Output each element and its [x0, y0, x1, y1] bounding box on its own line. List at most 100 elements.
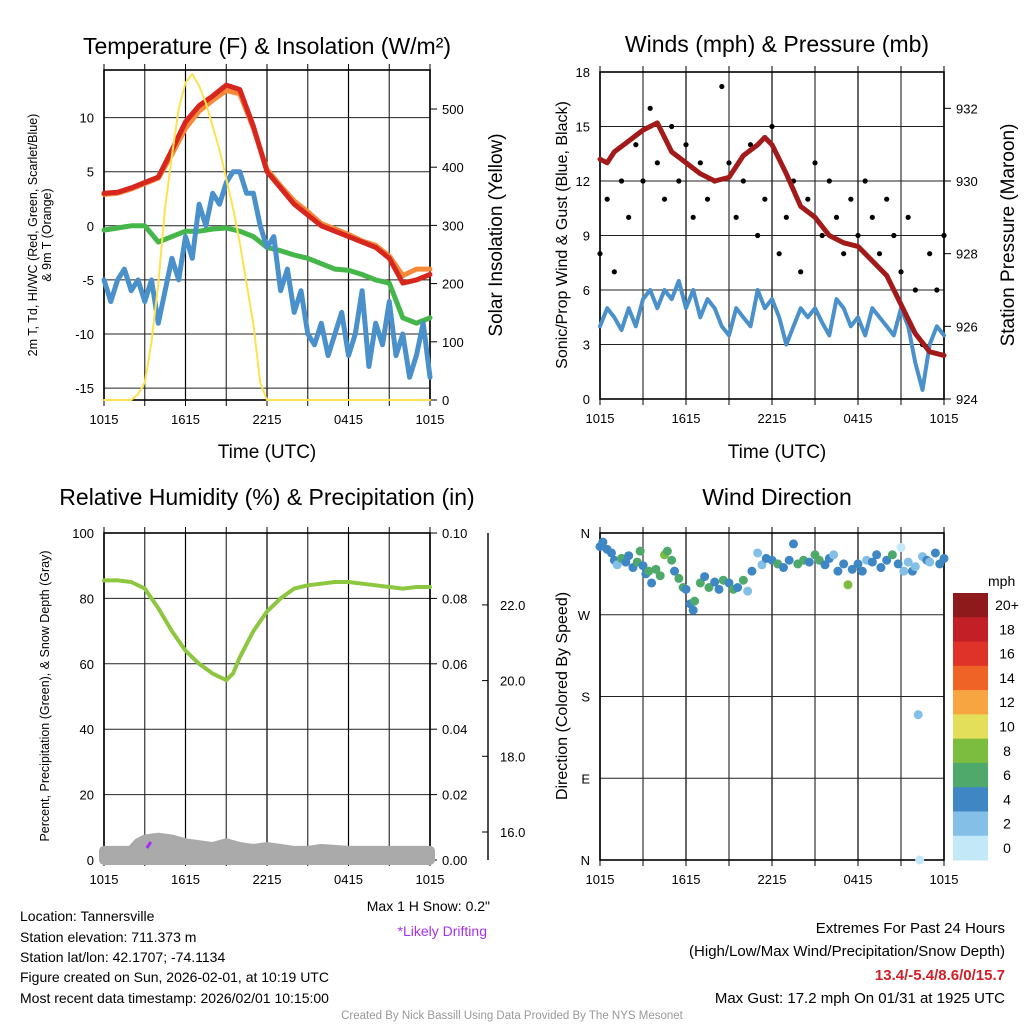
rh-y-tick-label: 0 [87, 853, 94, 868]
direction-point [876, 563, 886, 573]
temp-ylabel: 2m T, Td, HI/WC (Red, Green, Scarlet/Blu… [26, 114, 40, 357]
direction-point [930, 548, 940, 558]
wind-y-tick-label: 15 [576, 120, 590, 135]
elevation-text: Station elevation: 711.373 m [20, 929, 196, 945]
gust-point [891, 232, 897, 239]
direction-point [757, 560, 767, 570]
direction-point [887, 550, 897, 560]
direction-point [903, 557, 913, 567]
rh-y2-tick-label: 0.02 [442, 788, 467, 803]
direction-point [882, 555, 892, 565]
temp-y2-tick-label: 0 [442, 393, 449, 408]
max-snow-label: Max 1 H Snow: 0.2" [367, 898, 490, 914]
colorbar-label: 10 [999, 719, 1015, 735]
extremes-block: Extremes For Past 24 Hours (High/Low/Max… [689, 920, 1005, 1007]
direction-point [833, 566, 843, 576]
direction-point [644, 566, 654, 576]
recent-timestamp-text: Most recent data timestamp: 2026/02/01 1… [20, 990, 329, 1006]
direction-point [612, 560, 622, 570]
gust-point [833, 214, 840, 220]
direction-point [743, 586, 753, 596]
direction-point [747, 566, 757, 576]
rh-ylabel: Percent, Precipitation (Green), & Snow D… [38, 550, 52, 841]
gust-point [783, 214, 789, 220]
wind-y2-tick-label: 932 [956, 101, 978, 116]
gust-point [740, 178, 746, 184]
direction-point [655, 571, 665, 581]
wind-ylabel: Sonic/Prop Wind & Gust (Blue, Black) [554, 101, 571, 369]
temp-chart-title: Temperature (F) & Insolation (W/m²) [83, 33, 451, 59]
direction-point [853, 559, 863, 569]
temp-y2-tick-label: 200 [442, 277, 464, 292]
temp-y-tick-label: 5 [87, 165, 94, 180]
rh-y-tick-label: 40 [80, 722, 94, 737]
gust-point [669, 123, 675, 130]
wind-series-wind [598, 278, 946, 392]
direction-point [714, 584, 724, 594]
rh-y-tick-label: 60 [80, 657, 94, 672]
rh-chart-title: Relative Humidity (%) & Precipitation (i… [59, 484, 474, 510]
rh-y2-tick-label: 0.04 [442, 722, 467, 737]
colorbar-label: 16 [999, 646, 1015, 662]
snow-depth-tick-label: 22.0 [500, 598, 525, 613]
direction-point [738, 575, 748, 585]
temp-y2-tick-label: 100 [442, 335, 464, 350]
gust-point [855, 232, 861, 239]
temp-y-tick-label: 0 [87, 219, 94, 234]
dir-y-tick-label: N [581, 526, 590, 541]
credit-text: Created By Nick Bassill Using Data Provi… [341, 1010, 684, 1022]
rh-x-tick-label: 2215 [253, 872, 282, 887]
direction-point [804, 557, 814, 567]
colorbar-label: 12 [999, 694, 1015, 710]
direction-point [872, 550, 882, 560]
gust-point [726, 160, 732, 166]
gust-point [876, 251, 883, 257]
colorbar-swatch [953, 665, 988, 691]
gust-point [647, 105, 653, 111]
direction-point [700, 572, 710, 582]
rh-x-tick-label: 1015 [90, 872, 119, 887]
rh-y2-tick-label: 0.10 [442, 526, 467, 541]
gust-point [884, 196, 890, 202]
drifting-mark [145, 841, 153, 849]
gust-point [848, 196, 854, 202]
gust-point [683, 142, 689, 148]
speed-colorbar: mph 20+ 18 16 14 12 10 8 6 4 2 0 [953, 573, 1019, 861]
gust-point [719, 83, 725, 90]
temp-y2label: Solar Insolation (Yellow) [486, 133, 507, 336]
temp-y-tick-label: -15 [75, 381, 94, 396]
temp-series-solar-insolation [103, 73, 431, 401]
gust-point [597, 251, 603, 257]
rh-y2-tick-label: 0.06 [442, 657, 467, 672]
wind-x-tick-label: 0415 [844, 411, 873, 426]
temp-series [101, 73, 433, 401]
colorbar-label: 8 [1003, 743, 1011, 759]
direction-point [606, 548, 616, 558]
direction-point [724, 578, 734, 588]
colorbar-swatch [953, 811, 988, 837]
dir-x-tick-label: 0415 [844, 872, 873, 887]
direction-point [867, 557, 877, 567]
rh-series-relative-humidity [102, 578, 432, 683]
direction-point [913, 710, 923, 720]
wind-y-tick-label: 12 [576, 174, 590, 189]
dir-plot-frame [599, 532, 945, 861]
rh-x-tick-label: 1615 [171, 872, 200, 887]
rh-x-tick-label: 0415 [334, 872, 363, 887]
gust-point [747, 142, 754, 148]
direction-point [789, 539, 798, 549]
snow-depth-tick-label: 16.0 [500, 825, 525, 840]
direction-point [733, 583, 743, 592]
gust-point [604, 196, 610, 202]
temp-y-tick-label: -5 [82, 273, 94, 288]
temp-x-tick-label: 0415 [334, 412, 363, 427]
temp-series-2m-t [101, 82, 433, 286]
gust-point [776, 251, 782, 257]
direction-point [857, 566, 867, 576]
colorbar-swatch [953, 787, 988, 812]
temp-x-tick-label: 2215 [253, 412, 282, 427]
dir-x-tick-label: 1015 [586, 872, 615, 887]
temp-y-tick-label: 10 [80, 111, 94, 126]
colorbar-swatch [953, 690, 988, 715]
